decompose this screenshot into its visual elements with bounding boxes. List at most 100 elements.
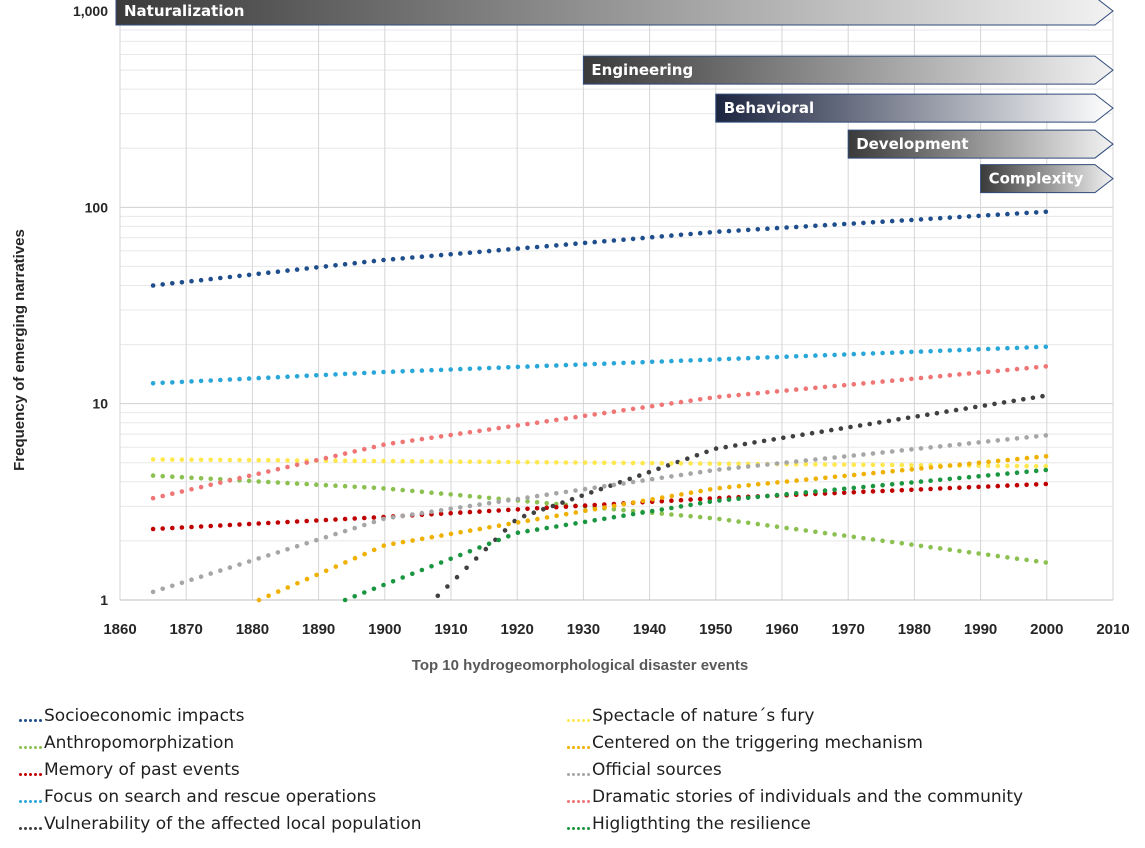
data-point (352, 484, 358, 490)
data-point (669, 505, 674, 511)
data-point (1014, 436, 1020, 441)
data-point (352, 555, 358, 561)
x-tick-label: 1900 (368, 621, 401, 638)
data-point (659, 495, 665, 500)
data-point (665, 463, 671, 468)
data-point (534, 363, 540, 369)
data-point (966, 550, 972, 555)
data-point (515, 246, 521, 251)
x-tick-label: 1980 (898, 621, 931, 638)
data-point (697, 461, 703, 466)
data-point (198, 457, 204, 463)
data-point (381, 582, 386, 588)
data-point (486, 365, 492, 371)
data-point (285, 480, 290, 486)
data-point (659, 359, 665, 364)
data-point (477, 509, 482, 514)
data-point (179, 280, 185, 285)
data-point (342, 516, 348, 522)
data-point (208, 523, 213, 529)
data-point (438, 367, 444, 373)
data-point (429, 367, 434, 373)
data-point (371, 547, 377, 553)
data-point (592, 485, 597, 491)
legend-swatch (566, 758, 592, 782)
data-point (467, 430, 473, 435)
data-point (688, 461, 693, 466)
data-point (736, 392, 741, 398)
data-point (1033, 463, 1039, 469)
data-point (458, 251, 463, 256)
data-point (1024, 435, 1029, 440)
data-point (937, 215, 943, 221)
data-point (198, 524, 204, 529)
data-point (909, 480, 914, 485)
data-point (170, 583, 175, 589)
data-point (985, 473, 991, 478)
data-point (246, 473, 252, 479)
data-point (611, 409, 617, 415)
data-point (928, 374, 933, 380)
data-point (160, 493, 165, 499)
data-point (678, 399, 684, 405)
data-point (621, 501, 627, 507)
data-point (803, 224, 809, 229)
data-point (391, 541, 396, 547)
data-point (822, 530, 828, 536)
data-point (957, 442, 962, 447)
y-axis-title: Frequency of emerging narratives (11, 229, 28, 471)
data-point (515, 530, 521, 535)
data-point (861, 381, 866, 386)
data-point (880, 482, 885, 488)
data-point (1024, 469, 1029, 475)
data-point (637, 473, 642, 478)
data-point (937, 348, 943, 354)
data-point (563, 522, 569, 528)
data-point (150, 526, 156, 532)
data-point (467, 503, 473, 509)
data-point (179, 457, 185, 462)
data-point (995, 553, 1001, 559)
data-point (285, 585, 291, 590)
data-point (819, 429, 824, 435)
data-point (275, 480, 281, 485)
data-point (678, 497, 684, 503)
data-point (467, 459, 473, 465)
data-point (554, 243, 559, 248)
data-point (861, 462, 866, 468)
data-point (611, 482, 617, 488)
data-point (656, 466, 661, 472)
legend-label: Focus on search and rescue operations (44, 787, 377, 807)
data-point (198, 378, 204, 384)
data-point (995, 368, 1001, 374)
data-point (832, 532, 837, 537)
data-point (371, 515, 377, 520)
data-point (333, 531, 338, 537)
data-point (1021, 397, 1026, 402)
data-point (512, 518, 517, 524)
data-point (697, 514, 703, 520)
data-point (534, 527, 540, 532)
data-point (189, 577, 194, 582)
data-point (521, 513, 527, 519)
data-point (602, 484, 607, 489)
data-point (237, 562, 242, 567)
data-point (429, 435, 434, 441)
legend-swatch (18, 758, 44, 782)
data-point (179, 580, 185, 586)
data-point (314, 518, 319, 523)
data-point (765, 462, 770, 467)
data-point (515, 496, 521, 502)
data-point (832, 490, 837, 496)
data-point (573, 488, 578, 493)
data-point (688, 513, 693, 519)
data-point (899, 487, 905, 493)
data-point (678, 504, 684, 509)
data-point (554, 460, 559, 465)
data-point (352, 516, 358, 521)
data-point (688, 398, 693, 404)
data-point (736, 228, 741, 233)
data-point (899, 218, 905, 223)
data-point (630, 479, 636, 485)
data-point (1024, 463, 1029, 469)
